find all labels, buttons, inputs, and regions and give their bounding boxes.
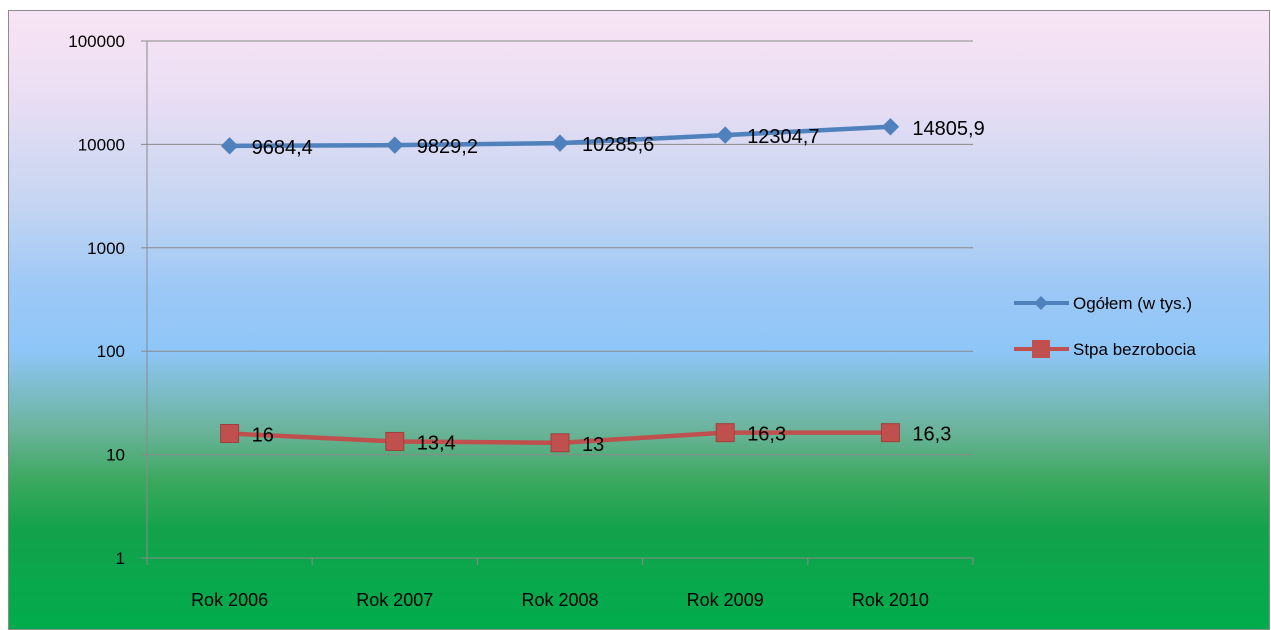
- gridlines: [147, 40, 973, 456]
- data-point: [220, 423, 240, 443]
- legend-marker: [1034, 296, 1048, 310]
- x-tick-label: Rok 2010: [852, 590, 929, 610]
- y-tick-label: 10: [106, 446, 125, 465]
- data-label: 9684,4: [252, 137, 313, 159]
- legend: Ogółem (w tys.) Stpa bezrobocia: [1014, 294, 1196, 359]
- data-point: [880, 423, 900, 443]
- data-point: [386, 136, 404, 154]
- legend-label: Stpa bezrobocia: [1073, 340, 1196, 359]
- data-point: [551, 134, 569, 152]
- data-point: [220, 137, 239, 155]
- data-label: 9829,2: [417, 136, 478, 158]
- chart-area: [8, 10, 1270, 630]
- data-label: 16: [252, 424, 274, 446]
- x-tick-label: Rok 2008: [521, 590, 598, 610]
- y-tick-label: 10000: [78, 135, 125, 154]
- y-tick-label: 1000: [87, 239, 125, 258]
- data-point: [550, 433, 570, 453]
- y-tick-label: 1: [116, 549, 125, 568]
- data-label: 16,3: [912, 424, 951, 446]
- legend-label: Ogółem (w tys.): [1073, 294, 1192, 313]
- data-label: 13,4: [417, 432, 456, 454]
- data-label: 12304,7: [747, 126, 819, 148]
- legend-marker: [1032, 340, 1050, 358]
- data-point: [716, 126, 734, 144]
- data-label: 13: [582, 434, 604, 456]
- data-point: [385, 431, 405, 451]
- y-tick-label: 100000: [68, 32, 125, 51]
- data-label: 16,3: [747, 424, 786, 446]
- x-tick-label: Rok 2006: [191, 590, 268, 610]
- data-point: [881, 118, 900, 136]
- data-point: [715, 423, 735, 443]
- axes: 1 10 100 1000 10000 100000 Rok 2006 Rok 2007 Rok…: [68, 32, 974, 610]
- x-tick-label: Rok 2009: [687, 590, 764, 610]
- data-label: 10285,6: [582, 134, 654, 156]
- series-group: 9684,4 9829,2 10285,6 12304,7 14805,9 16 13,4 1…: [220, 118, 985, 456]
- data-label: 14805,9: [912, 118, 984, 140]
- y-tick-label: 100: [97, 342, 125, 361]
- x-tick-label: Rok 2007: [356, 590, 433, 610]
